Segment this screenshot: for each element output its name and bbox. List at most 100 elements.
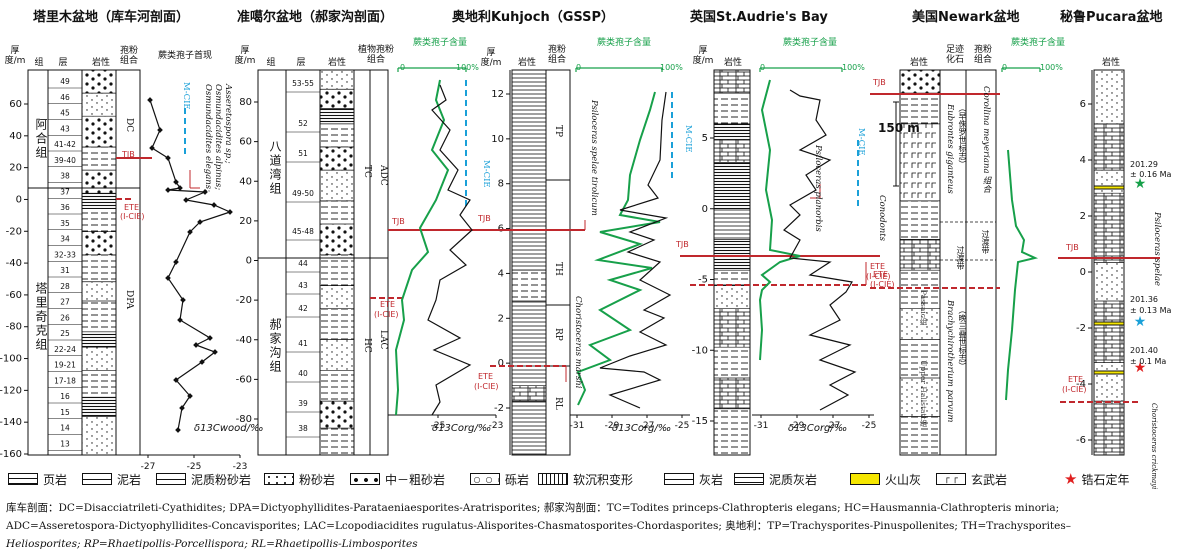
p1-carbon-point [207, 335, 213, 341]
p5-fossil-upper: Eubrontes giganteus [945, 104, 955, 194]
p3-fern-content-header: 蕨类孢子含量 [596, 38, 651, 48]
legend-marly-limestone-swatch [734, 473, 764, 485]
legend-siltstone-swatch [264, 473, 294, 485]
p1-carbon-point [199, 359, 205, 365]
p2-zone-adc: ADC [378, 165, 388, 186]
p2-tick-label: 0 [246, 256, 252, 267]
p1-tick-label: -20 [6, 226, 22, 237]
p1-lith-band [82, 170, 116, 194]
p3-tick-label: 4 [498, 268, 504, 279]
p2-layer-label: 49-50 [292, 189, 314, 198]
p1-carbon-point [179, 405, 185, 411]
p1-tick-label: -100 [0, 354, 22, 365]
p5-lith-header: 岩性 [909, 58, 928, 68]
p4-lith-band [714, 347, 750, 378]
legend-ash-swatch [850, 473, 880, 485]
p6-age-2-err: ± 0.13 Ma [1130, 306, 1172, 315]
p4-lith-band [714, 408, 750, 455]
p1-carbon-point [165, 187, 171, 193]
p4-tick-label: -5 [698, 275, 708, 286]
p2-lith-band [320, 401, 354, 429]
p5-spore-upper: Corollina meyeriana 组合 [981, 86, 991, 194]
legend-limestone-swatch [664, 473, 694, 485]
p1-lith-band [82, 416, 116, 455]
p6-tick-label: 2 [1080, 211, 1086, 222]
p1-layer-label: 32-33 [54, 250, 76, 259]
p6-ammonite-choristoceras: Choristoceras crickmayi [1150, 403, 1158, 490]
p5-hallstatt-label: Upper Hallstatt组 [919, 360, 928, 428]
p6-tick-label: -2 [1076, 323, 1086, 334]
legend-zircon-star-icon: ★ [1064, 470, 1078, 488]
p6-ete-label: ETE [1068, 375, 1083, 384]
p1-icie-label: (I-CIE) [120, 212, 145, 221]
p2-tick-label: 80 [239, 97, 252, 108]
legend-conglomerate-label: 砾岩 [505, 472, 530, 487]
p2-zone-hc: HC [362, 338, 372, 353]
p1-lith-band [82, 208, 116, 232]
p2-tick-label: -80 [236, 414, 252, 425]
p1-carbon-point [227, 209, 233, 215]
legend-shale: 页岩 [8, 470, 67, 488]
legend-siltstone-label: 粉砂岩 [299, 472, 336, 487]
p2-lith-band [320, 254, 354, 286]
p1-tick-label: -160 [0, 449, 22, 460]
p5-transition-2: 过渡带 [956, 246, 965, 270]
p4-carbon-curve [783, 89, 857, 411]
legend-basalt: ┌ ┌ 玄武岩 [936, 470, 1007, 488]
p1-lith-band [82, 193, 116, 209]
p1-carbon-point [157, 127, 163, 133]
p2-zone-col-a [353, 69, 371, 456]
p2-tick-label: -40 [236, 335, 252, 346]
p3-lith-band [512, 385, 546, 402]
p5-fossil-lower: Brachychirotherium parvum [945, 300, 955, 423]
legend: 页岩 泥岩 泥质粉砂岩 粉砂岩 中－粗砂岩 砾岩 软沉积变形 灰岩 泥质灰岩 火… [0, 470, 1186, 490]
p1-tick-label: -140 [0, 417, 22, 428]
p6-tick-label: 4 [1080, 155, 1086, 166]
legend-muddy-siltstone: 泥质粉砂岩 [156, 470, 251, 488]
p1-layer-label: 41-42 [54, 140, 76, 149]
p2-thick-header: 厚度/m [234, 46, 256, 66]
p1-tick-label: -60 [6, 290, 22, 301]
p3-lith-band [512, 70, 546, 271]
p6-lith-band [1094, 362, 1124, 402]
p6-ammonite-psiloceras: Psiloceras spelae [1152, 212, 1162, 287]
legend-basalt-swatch: ┌ ┌ [936, 473, 966, 485]
p1-spore-header: 孢粉组合 [119, 46, 138, 66]
p1-group-header: 组 [34, 58, 44, 68]
p1-layer-label: 45 [60, 109, 70, 118]
p5-pct100: 100% [1040, 63, 1063, 72]
p2-group-header: 组 [266, 58, 276, 68]
p3-ete-label: ETE [478, 372, 493, 381]
p5-lith-band [900, 239, 940, 271]
p3-tick-label: -2 [494, 403, 504, 414]
p1-lith-band [82, 331, 116, 348]
p1-carbon-point [173, 179, 179, 185]
p2-lith-band [320, 123, 354, 147]
p6-tjb-label: TJB [1066, 243, 1079, 252]
p6-lith-band [1094, 70, 1124, 124]
p1-carbon-point [173, 259, 179, 265]
p2-layer-label: 39 [298, 399, 308, 408]
p3-tick-label: 0 [498, 358, 504, 369]
p4-pct0: 0 [760, 63, 766, 72]
p4-pct100: 100% [842, 63, 865, 72]
p5-fossil-upper-note: （早侏罗世标志） [958, 104, 967, 168]
p2-layer-label: 53-55 [292, 79, 314, 88]
legend-zircon: ★ 锆石定年 [1064, 470, 1129, 488]
p3-tjb-label: TJB [478, 214, 491, 223]
p4-tick-label: -10 [692, 345, 708, 356]
p4-xtick-label: -25 [862, 421, 877, 431]
p2-formation-badaowan: 八道湾组 [268, 140, 282, 196]
p3-mcie-label: M-CIE [683, 125, 693, 153]
p6-lith-band [1094, 193, 1124, 263]
footnote-line-1: 库车剖面：DC=Disacciatrileti-Cyathidites; DPA… [6, 502, 1060, 514]
p4-lith-band [714, 162, 750, 209]
p5-spore-header: 孢粉组合 [973, 45, 992, 65]
p1-layer-label: 19-21 [54, 361, 76, 370]
p5-lith-band [900, 70, 940, 94]
p1-layer-label: 34 [60, 235, 70, 244]
legend-mudstone: 泥岩 [82, 470, 141, 488]
p2-zone-col-b [369, 69, 389, 456]
legend-sandstone-swatch [350, 473, 380, 485]
p3-lith-header: 岩性 [517, 58, 536, 68]
